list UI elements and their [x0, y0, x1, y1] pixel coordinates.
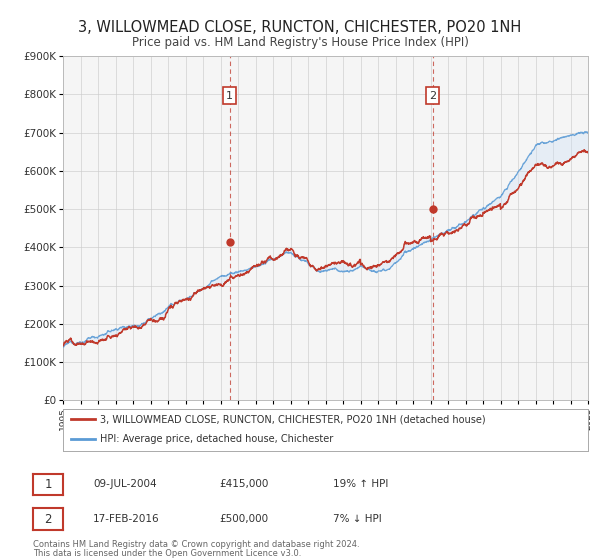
Text: HPI: Average price, detached house, Chichester: HPI: Average price, detached house, Chic… [100, 434, 333, 444]
Text: 3, WILLOWMEAD CLOSE, RUNCTON, CHICHESTER, PO20 1NH: 3, WILLOWMEAD CLOSE, RUNCTON, CHICHESTER… [79, 20, 521, 35]
Text: 19% ↑ HPI: 19% ↑ HPI [333, 479, 388, 489]
Text: This data is licensed under the Open Government Licence v3.0.: This data is licensed under the Open Gov… [33, 549, 301, 558]
Text: 3, WILLOWMEAD CLOSE, RUNCTON, CHICHESTER, PO20 1NH (detached house): 3, WILLOWMEAD CLOSE, RUNCTON, CHICHESTER… [100, 414, 485, 424]
Text: 17-FEB-2016: 17-FEB-2016 [93, 514, 160, 524]
Text: £500,000: £500,000 [219, 514, 268, 524]
Text: 1: 1 [44, 478, 52, 491]
Text: £415,000: £415,000 [219, 479, 268, 489]
Text: 2: 2 [429, 91, 436, 101]
Text: 1: 1 [226, 91, 233, 101]
Text: Contains HM Land Registry data © Crown copyright and database right 2024.: Contains HM Land Registry data © Crown c… [33, 540, 359, 549]
Text: Price paid vs. HM Land Registry's House Price Index (HPI): Price paid vs. HM Land Registry's House … [131, 36, 469, 49]
Text: 7% ↓ HPI: 7% ↓ HPI [333, 514, 382, 524]
Text: 2: 2 [44, 512, 52, 526]
Text: 09-JUL-2004: 09-JUL-2004 [93, 479, 157, 489]
